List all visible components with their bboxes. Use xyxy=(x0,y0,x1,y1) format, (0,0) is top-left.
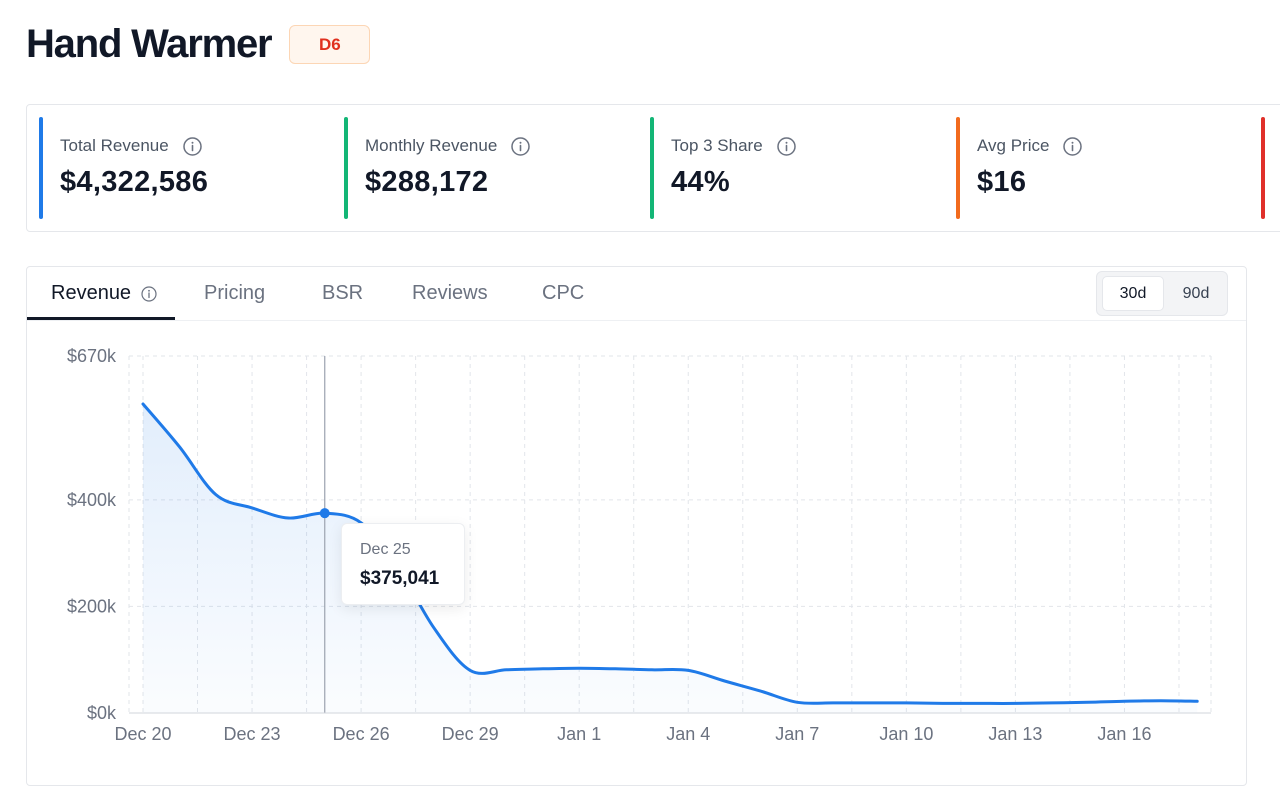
stat-label: Top 3 Share xyxy=(671,136,763,155)
hover-point xyxy=(319,508,330,519)
chart-tabs: Revenue Pricing BSR Reviews CPC 30d 90d xyxy=(27,267,1246,321)
x-tick-label: Jan 16 xyxy=(1097,724,1151,744)
tab-revenue[interactable]: Revenue xyxy=(51,267,157,320)
stat-accent-bar xyxy=(39,117,43,219)
stat-value: $4,322,586 xyxy=(60,166,209,198)
y-tick-label: $400k xyxy=(67,490,117,510)
stat-partial xyxy=(1261,117,1280,219)
info-icon[interactable] xyxy=(182,136,202,156)
x-tick-label: Jan 7 xyxy=(775,724,819,744)
stat-monthly-revenue: Monthly Revenue $288,172 xyxy=(344,117,634,219)
stat-label: Total Revenue xyxy=(60,136,169,155)
tab-pricing[interactable]: Pricing xyxy=(204,282,266,304)
info-icon[interactable] xyxy=(1063,136,1083,156)
y-tick-label: $200k xyxy=(67,596,117,616)
x-tick-label: Jan 4 xyxy=(666,724,710,744)
x-tick-label: Dec 20 xyxy=(114,724,171,744)
x-tick-label: Dec 26 xyxy=(333,724,390,744)
chart-card: $0k $200k $400k $670k Dec 20 Dec 23 Dec 26 Dec … xyxy=(26,266,1247,786)
page-header: Hand Warmer D6 xyxy=(26,22,371,67)
stat-accent-bar xyxy=(344,117,348,219)
tab-label: Revenue xyxy=(51,282,132,304)
tooltip-date: Dec 25 xyxy=(360,541,411,558)
stat-value: $16 xyxy=(977,166,1027,198)
stat-accent-bar xyxy=(1261,117,1265,219)
range-30d-button[interactable]: 30d xyxy=(1102,276,1164,311)
tab-cpc[interactable]: CPC xyxy=(542,282,585,304)
series-area xyxy=(143,404,1198,713)
stats-panel: Total Revenue $4,322,586 Monthly Revenue… xyxy=(26,104,1280,232)
range-90d-button[interactable]: 90d xyxy=(1182,284,1210,302)
stat-accent-bar xyxy=(650,117,654,219)
x-tick-label: Jan 13 xyxy=(988,724,1042,744)
stat-label: Monthly Revenue xyxy=(365,136,498,155)
stat-top3-share: Top 3 Share 44% xyxy=(650,117,940,219)
stat-label: Avg Price xyxy=(977,136,1050,155)
stat-accent-bar xyxy=(956,117,960,219)
y-tick-label: $0k xyxy=(87,703,117,723)
info-icon[interactable] xyxy=(776,136,796,156)
tooltip-value: $375,041 xyxy=(360,568,440,589)
active-tab-indicator xyxy=(27,317,175,320)
x-tick-label: Jan 10 xyxy=(879,724,933,744)
page-title: Hand Warmer xyxy=(26,22,273,66)
x-tick-label: Dec 23 xyxy=(224,724,281,744)
stat-value: 44% xyxy=(671,166,730,198)
info-icon[interactable] xyxy=(511,136,531,156)
time-range-toggle: 30d 90d xyxy=(1096,271,1228,316)
y-tick-label: $670k xyxy=(67,346,117,366)
info-icon[interactable] xyxy=(141,285,157,302)
tab-reviews[interactable]: Reviews xyxy=(412,282,488,304)
x-tick-label: Jan 1 xyxy=(557,724,601,744)
category-badge: D6 xyxy=(289,25,371,64)
revenue-chart: $0k $200k $400k $670k Dec 20 Dec 23 Dec 26 Dec … xyxy=(67,346,1212,744)
stat-value: $288,172 xyxy=(365,166,489,198)
stat-total-revenue: Total Revenue $4,322,586 xyxy=(39,117,329,219)
tab-bsr[interactable]: BSR xyxy=(322,282,364,304)
stat-avg-price: Avg Price $16 xyxy=(956,117,1246,219)
chart-tooltip: Dec 25 $375,041 xyxy=(341,523,465,605)
x-tick-label: Dec 29 xyxy=(442,724,499,744)
